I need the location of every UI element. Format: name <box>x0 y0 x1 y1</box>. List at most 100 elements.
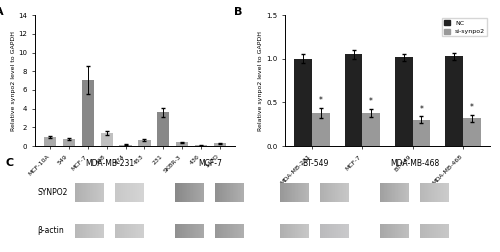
Bar <box>344 224 345 238</box>
Bar <box>394 224 396 238</box>
Text: *: * <box>470 103 474 112</box>
Text: C: C <box>5 158 13 168</box>
Bar <box>300 224 302 238</box>
Bar <box>393 224 394 238</box>
Bar <box>82 183 83 202</box>
Bar <box>195 224 196 238</box>
Bar <box>322 183 323 202</box>
Bar <box>214 143 226 146</box>
Bar <box>116 224 117 238</box>
Bar <box>177 183 178 202</box>
Text: *: * <box>319 96 322 105</box>
Bar <box>282 183 283 202</box>
Bar <box>412 120 430 146</box>
Bar <box>100 133 113 146</box>
Bar <box>341 183 342 202</box>
Bar <box>188 224 189 238</box>
Bar <box>290 224 291 238</box>
Bar <box>325 224 326 238</box>
Bar <box>308 183 310 202</box>
Bar <box>137 183 138 202</box>
Bar <box>441 183 442 202</box>
Bar <box>91 183 92 202</box>
Bar <box>82 80 94 146</box>
Bar <box>395 57 412 146</box>
Bar <box>238 224 239 238</box>
Bar <box>404 183 405 202</box>
Bar <box>402 224 403 238</box>
Bar <box>143 224 144 238</box>
Text: B: B <box>234 7 242 17</box>
Bar <box>138 183 139 202</box>
Bar <box>382 183 383 202</box>
Bar <box>100 183 102 202</box>
Bar <box>448 224 450 238</box>
Bar <box>444 183 445 202</box>
Bar <box>337 224 338 238</box>
Bar <box>304 224 305 238</box>
Bar <box>226 224 228 238</box>
Bar <box>288 224 289 238</box>
Bar <box>333 224 334 238</box>
Bar <box>297 183 298 202</box>
Bar <box>438 224 439 238</box>
Bar <box>240 183 242 202</box>
Bar <box>180 183 181 202</box>
Bar <box>437 183 438 202</box>
Bar <box>388 183 389 202</box>
Bar <box>442 224 444 238</box>
Bar <box>191 183 192 202</box>
Bar <box>126 224 128 238</box>
Bar <box>177 224 178 238</box>
Bar <box>230 224 231 238</box>
Bar <box>182 224 183 238</box>
Bar <box>228 183 229 202</box>
Bar <box>234 183 236 202</box>
Bar <box>225 183 226 202</box>
Bar <box>437 224 438 238</box>
Bar <box>100 224 102 238</box>
Bar <box>307 183 308 202</box>
Bar <box>196 183 197 202</box>
Bar <box>120 224 121 238</box>
Bar <box>132 224 134 238</box>
Bar <box>341 224 342 238</box>
Bar <box>334 183 336 202</box>
Bar <box>286 183 288 202</box>
Bar <box>426 224 427 238</box>
Bar <box>333 183 334 202</box>
Bar <box>399 183 400 202</box>
Bar <box>130 224 131 238</box>
Bar <box>336 224 337 238</box>
Bar <box>102 183 103 202</box>
Bar <box>136 224 137 238</box>
Bar <box>202 183 203 202</box>
Bar <box>216 224 217 238</box>
Bar <box>439 224 440 238</box>
Bar <box>236 224 237 238</box>
Bar <box>102 224 103 238</box>
Bar <box>190 183 191 202</box>
Bar <box>89 183 90 202</box>
Bar <box>77 224 78 238</box>
Bar <box>405 183 406 202</box>
Bar <box>325 183 326 202</box>
Bar <box>396 224 397 238</box>
Bar <box>125 224 126 238</box>
Bar <box>296 224 297 238</box>
Bar <box>293 224 294 238</box>
Bar <box>120 145 132 146</box>
Bar <box>434 224 436 238</box>
Bar <box>397 183 398 202</box>
Bar <box>403 183 404 202</box>
Bar <box>238 183 239 202</box>
Bar <box>331 224 332 238</box>
Bar <box>81 224 82 238</box>
Bar <box>422 183 423 202</box>
Bar <box>346 183 347 202</box>
Bar <box>78 224 80 238</box>
Bar <box>388 224 389 238</box>
Bar <box>217 183 218 202</box>
Bar <box>382 224 383 238</box>
Bar <box>129 183 130 202</box>
